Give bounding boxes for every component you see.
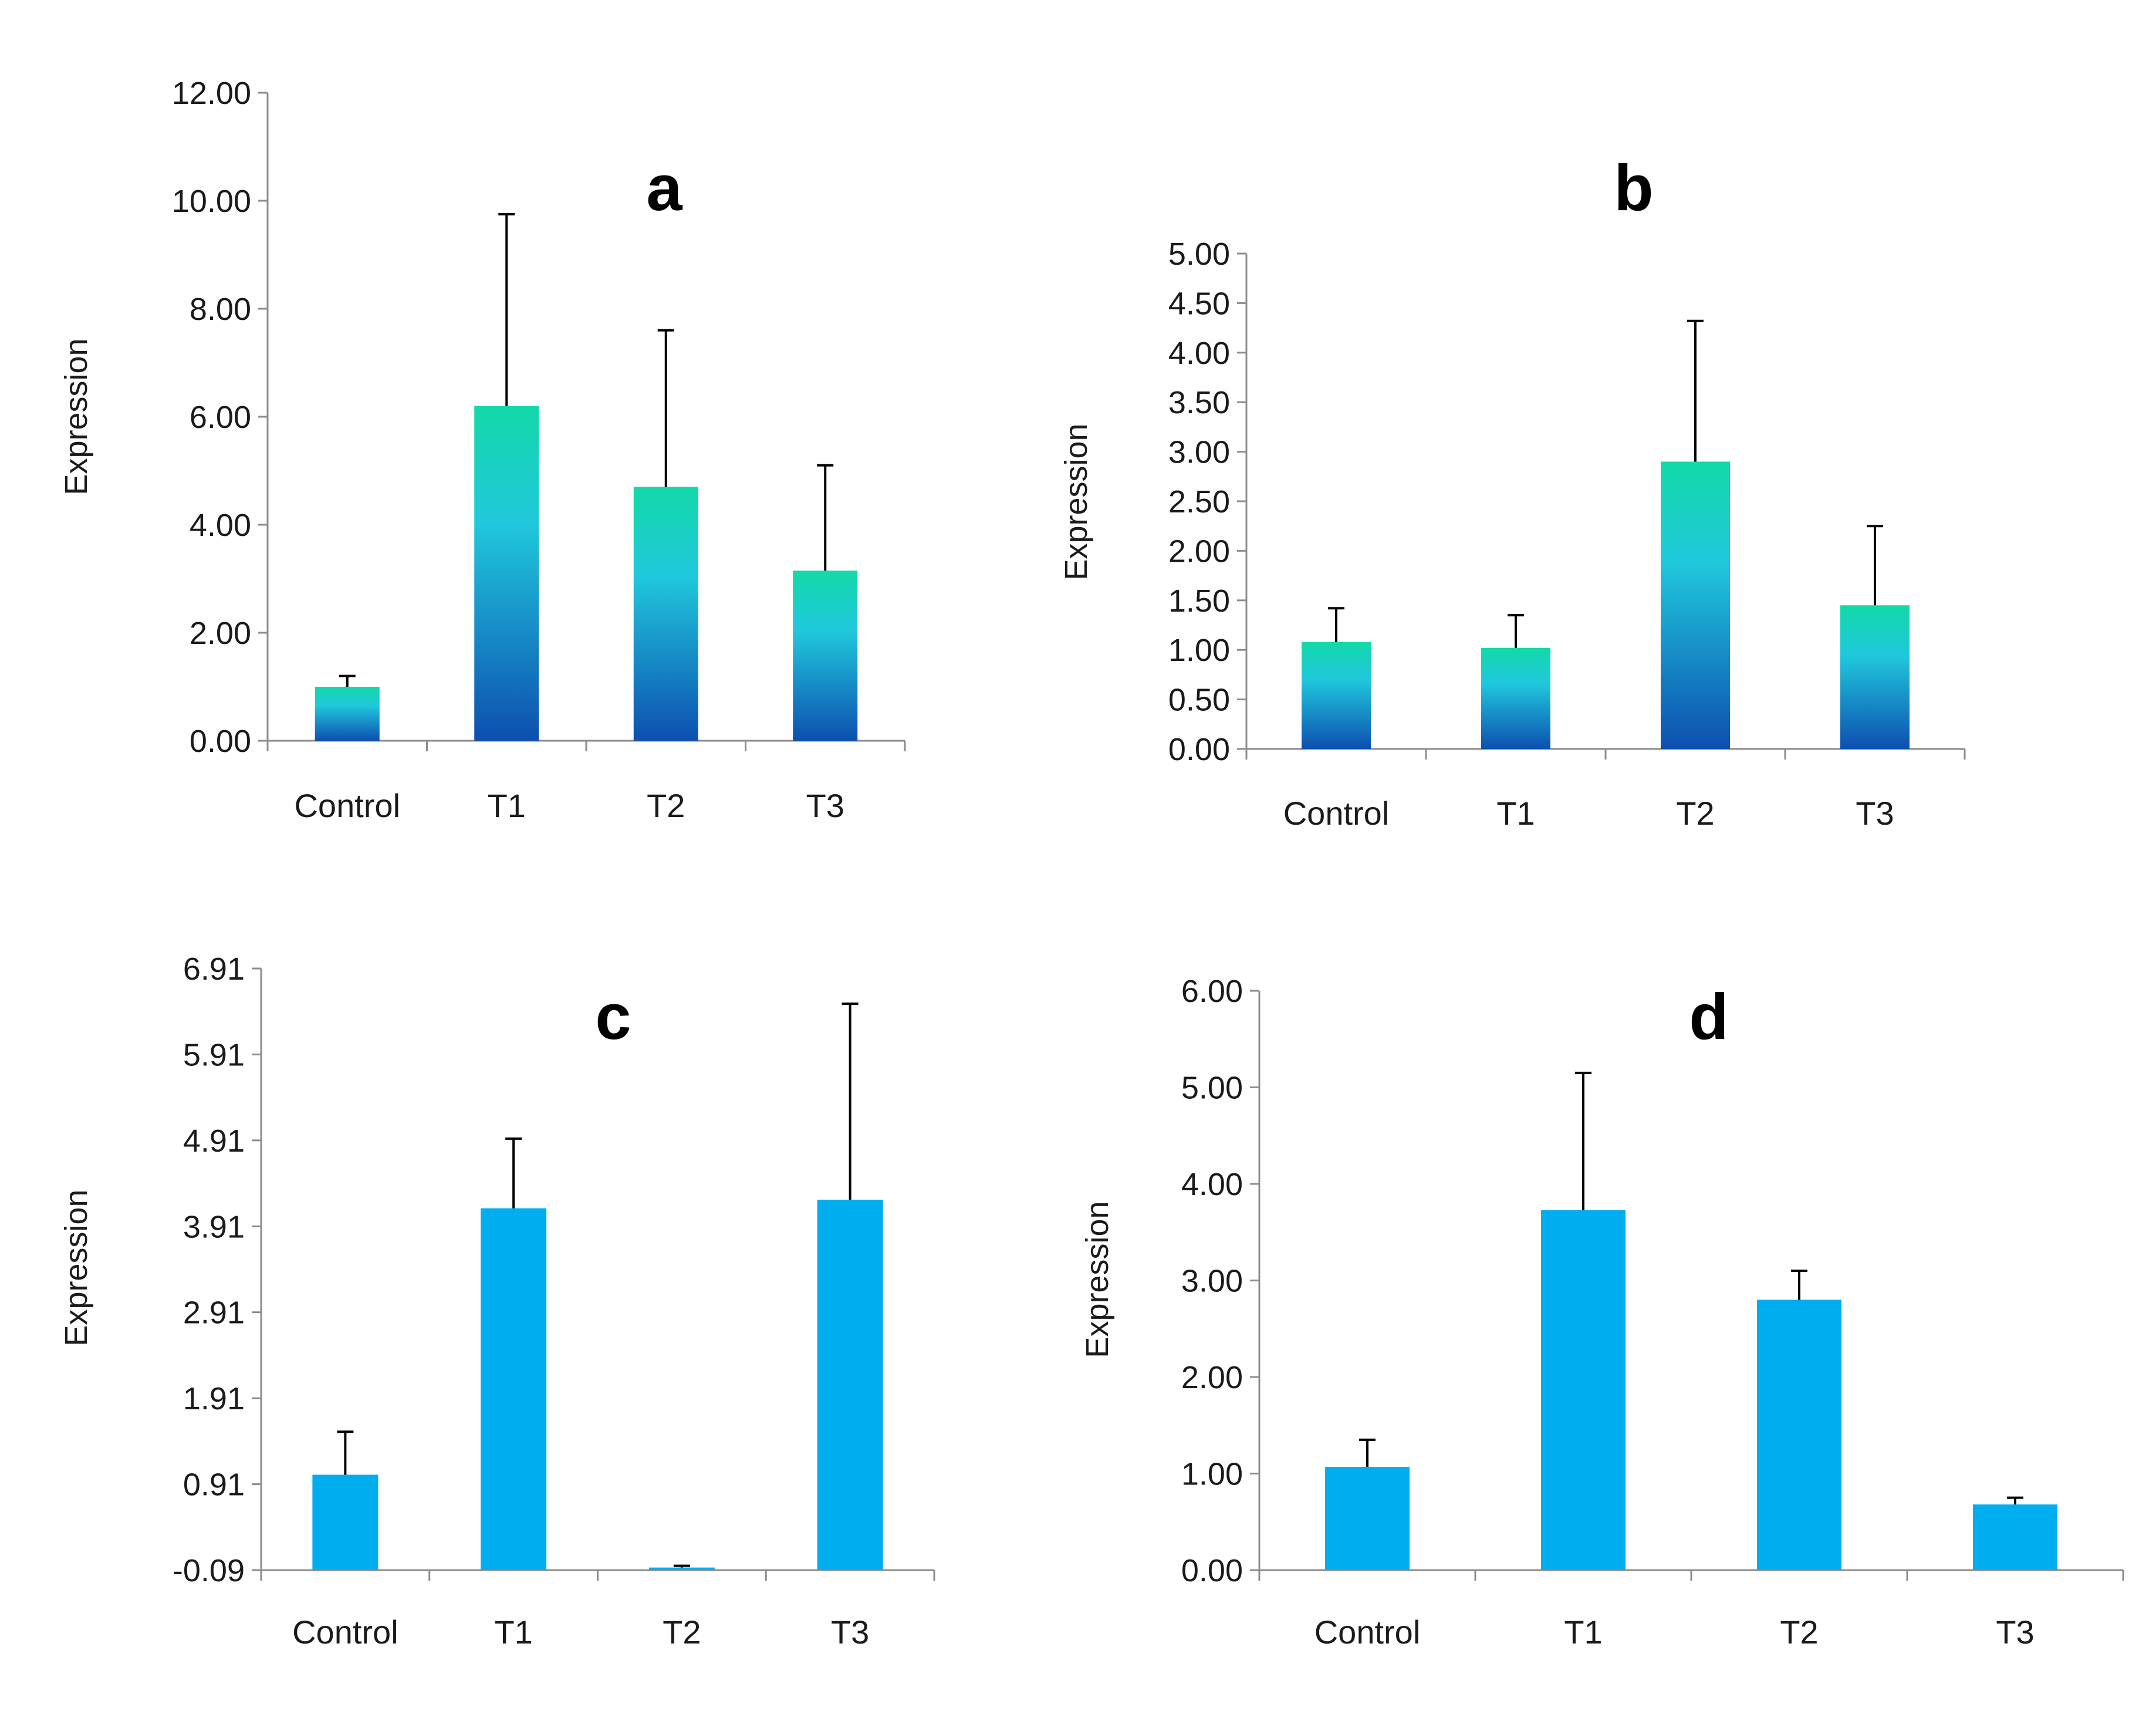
bar-t2 (633, 487, 698, 741)
x-category-label: Control (1283, 795, 1390, 832)
bar-t3 (1840, 605, 1910, 749)
y-tick-label: 2.91 (183, 1295, 245, 1331)
bar-t3 (817, 1199, 883, 1570)
bar-t1 (1481, 647, 1550, 749)
bar-t3 (793, 571, 858, 741)
y-axis-label: Expression (1059, 423, 1094, 580)
y-tick-label: 4.00 (1181, 1167, 1243, 1202)
y-tick-label: 6.91 (183, 951, 245, 987)
x-category-label: T1 (1496, 795, 1535, 832)
x-category-label: T2 (1676, 795, 1714, 832)
bar-t2 (1661, 461, 1730, 749)
y-tick-label: 3.00 (1181, 1264, 1243, 1299)
panel-title: a (646, 152, 682, 224)
y-tick-label: -0.09 (173, 1553, 245, 1588)
y-tick-label: 8.00 (190, 292, 251, 327)
y-tick-label: 3.50 (1168, 385, 1230, 420)
bar-t2 (1757, 1300, 1841, 1570)
y-tick-label: 3.91 (183, 1209, 245, 1244)
y-tick-label: 2.00 (190, 616, 251, 651)
panel-title: c (595, 981, 631, 1053)
bar-t1 (474, 406, 539, 741)
y-tick-label: 1.91 (183, 1381, 245, 1416)
y-tick-label: 1.00 (1168, 633, 1230, 668)
x-category-label: T3 (1856, 795, 1894, 832)
x-category-label: T2 (1780, 1614, 1818, 1651)
y-tick-label: 4.50 (1168, 286, 1230, 321)
chart-panel-a: 0.00 2.00 4.00 6.00 8.00 10.00 12.00 Control T1 T… (59, 76, 906, 824)
x-category-label: T3 (831, 1614, 869, 1651)
y-axis-label: Expression (1080, 1201, 1115, 1358)
y-axis-label: Expression (59, 1189, 94, 1346)
bar-control (315, 687, 380, 741)
x-category-label: T1 (488, 787, 526, 824)
y-axis-label: Expression (59, 338, 94, 495)
panel-title: d (1689, 981, 1728, 1053)
y-tick-label: 4.00 (1168, 336, 1230, 371)
x-category-label: T3 (806, 787, 844, 824)
y-tick-label: 0.00 (190, 724, 251, 759)
panel-title: b (1614, 152, 1653, 224)
bar-control (1302, 642, 1371, 749)
bar-t1 (1541, 1210, 1626, 1570)
x-category-label: T1 (494, 1614, 532, 1651)
x-category-label: T1 (1564, 1614, 1602, 1651)
y-tick-label: 0.91 (183, 1467, 245, 1503)
y-tick-label: 4.91 (183, 1123, 245, 1159)
chart-panel-b: 0.00 0.50 1.00 1.50 2.00 2.50 3.00 3.50 4.00 4.50… (1059, 152, 1966, 832)
y-tick-label: 0.00 (1168, 732, 1230, 767)
y-tick-label: 1.50 (1168, 583, 1230, 619)
y-tick-label: 5.00 (1168, 237, 1230, 272)
y-tick-label: 2.00 (1168, 534, 1230, 569)
y-tick-label: 12.00 (172, 76, 251, 111)
bar-control (312, 1474, 379, 1570)
y-tick-label: 1.00 (1181, 1457, 1243, 1492)
chart-panel-d: 0.00 1.00 2.00 3.00 4.00 5.00 6.00 Control T1 T2 T… (1080, 974, 2124, 1651)
y-tick-label: 0.00 (1181, 1553, 1243, 1588)
y-tick-label: 5.00 (1181, 1071, 1243, 1106)
y-tick-label: 6.00 (1181, 974, 1243, 1009)
y-tick-label: 0.50 (1168, 683, 1230, 718)
x-category-label: T2 (647, 787, 685, 824)
y-tick-label: 6.00 (190, 400, 251, 435)
y-tick-label: 3.00 (1168, 435, 1230, 470)
x-category-label: Control (292, 1614, 398, 1651)
y-tick-label: 4.00 (190, 508, 251, 543)
x-category-label: T2 (663, 1614, 701, 1651)
y-tick-label: 2.00 (1181, 1360, 1243, 1395)
x-category-label: T3 (1996, 1614, 2034, 1651)
chart-panel-c: -0.09 0.91 1.91 2.91 3.91 4.91 5.91 6.91 Control… (59, 951, 935, 1651)
bar-t3 (1973, 1504, 2057, 1570)
y-tick-label: 10.00 (172, 184, 251, 219)
x-category-label: Control (294, 787, 400, 824)
x-category-label: Control (1314, 1614, 1421, 1651)
bar-t2 (648, 1567, 715, 1570)
bar-t1 (481, 1208, 547, 1570)
bar-control (1325, 1466, 1410, 1570)
y-tick-label: 5.91 (183, 1037, 245, 1072)
y-tick-label: 2.50 (1168, 484, 1230, 519)
